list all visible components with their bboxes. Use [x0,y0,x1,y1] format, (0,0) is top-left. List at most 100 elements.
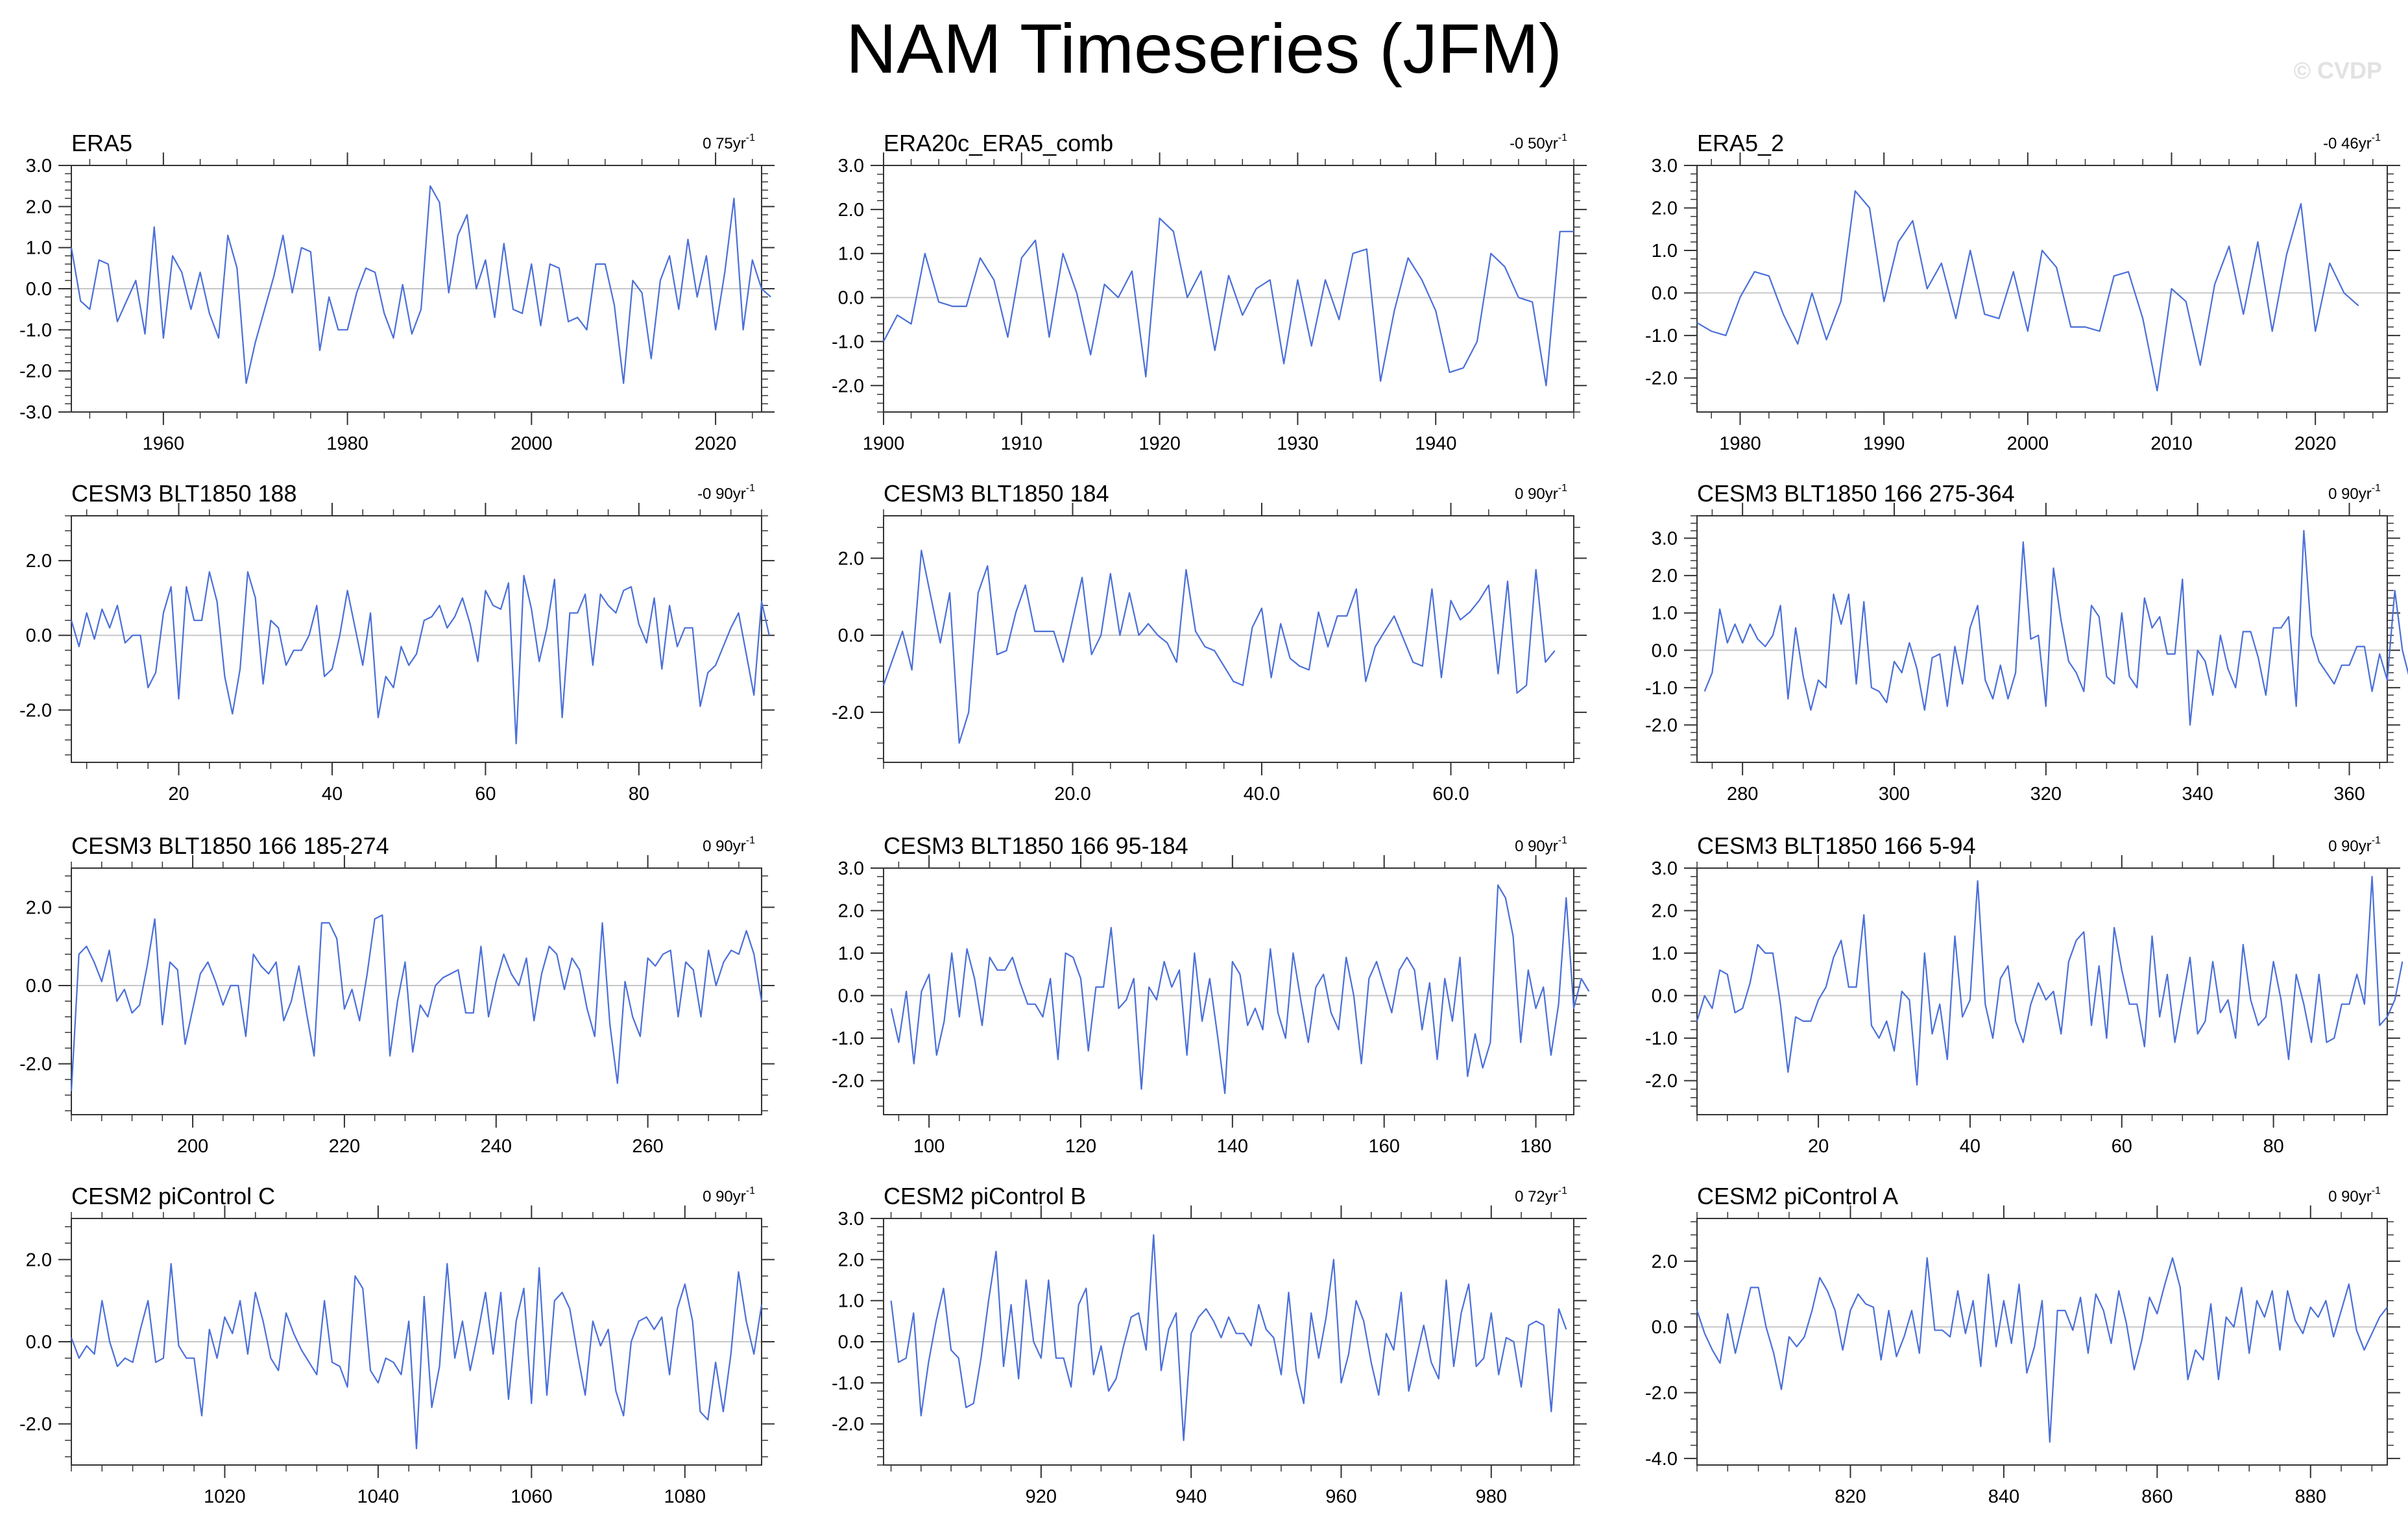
x-tick-label: 1920 [1138,433,1181,454]
x-tick-label: 1080 [664,1486,706,1507]
y-tick-label: 3.0 [838,1209,864,1229]
y-tick-label: 1.0 [1652,603,1678,624]
trend-unit: -1 [2372,1185,2381,1196]
y-tick-label: 2.0 [838,548,864,569]
y-tick-label: 1.0 [838,1291,864,1312]
y-tick-label: 2.0 [1652,901,1678,922]
y-tick-label: -3.0 [19,402,52,423]
trend-unit: -1 [1558,483,1567,494]
panel-3: CESM3 BLT1850 188 -0 90yr-1 -2.0 0.0 2.0 20 40… [19,480,775,805]
panel-title: CESM3 BLT1850 188 [71,480,297,507]
panel-title: CESM3 BLT1850 166 95-184 [884,832,1188,859]
panel-11: CESM2 piControl A 0 90yr-1 -4.0 -2.0 0.0 2.0 8… [1645,1183,2400,1507]
y-tick-label: 0.0 [1652,640,1678,661]
y-tick-label: -1.0 [832,1373,864,1394]
x-tick-label: 2020 [695,433,737,454]
y-tick-label: -2.0 [1645,1071,1678,1092]
trend-unit: -1 [746,483,755,494]
x-tick-label: 60 [475,784,496,805]
x-tick-label: 1040 [357,1486,400,1507]
y-tick-label: -2.0 [832,1071,864,1092]
y-tick-label: 0.0 [26,625,52,646]
x-tick-label: 940 [1175,1486,1207,1507]
series-line [890,884,1590,1095]
panel-2: ERA5_2 -0 46yr-1 -2.0 -1.0 0.0 1.0 2.0 3.0 1980 1… [1645,130,2400,454]
trend-unit: -1 [1558,835,1567,846]
y-tick-label: 0.0 [838,625,864,646]
series-line [1704,529,2408,726]
y-tick-label: -2.0 [19,700,52,721]
y-tick-label: -2.0 [1645,369,1678,389]
panel-title: CESM3 BLT1850 166 185-274 [71,832,389,859]
figure-title: NAM Timeseries (JFM) [846,9,1562,88]
trend-unit: -1 [2372,132,2381,143]
trend-unit: -1 [2372,835,2381,846]
panel-title: ERA5 [71,130,132,156]
panel-1: ERA20c_ERA5_comb -0 50yr-1 -2.0 -1.0 0.0 1.0 2… [832,130,1587,454]
x-tick-label: 960 [1325,1486,1356,1507]
series-line [70,571,770,745]
y-tick-label: -1.0 [19,320,52,341]
x-tick-label: 1960 [143,433,185,454]
y-tick-label: 2.0 [26,897,52,918]
x-tick-label: 180 [1520,1136,1551,1157]
plot-frame [71,515,762,763]
x-tick-label: 1930 [1277,433,1319,454]
y-tick-label: 1.0 [838,244,864,265]
panel-9: CESM2 piControl C 0 90yr-1 -2.0 0.0 2.0 1020 1… [19,1183,775,1507]
x-tick-label: 20 [168,784,189,805]
y-tick-label: -1.0 [832,1028,864,1049]
y-tick-label: 3.0 [26,156,52,176]
trend-label: -0 90yr-1 [697,483,755,503]
x-tick-label: 80 [629,784,649,805]
panel-title: CESM2 piControl C [71,1183,275,1209]
y-tick-label: 0.0 [1652,1317,1678,1338]
x-tick-label: 840 [1988,1486,2019,1507]
x-tick-label: 1910 [1001,433,1043,454]
y-tick-label: 2.0 [1652,199,1678,219]
panel-5: CESM3 BLT1850 166 275-364 0 90yr-1 -2.0 -1.… [1645,480,2408,805]
watermark: © CVDP [2293,57,2382,84]
trend-label: 0 72yr-1 [1515,1185,1567,1205]
y-tick-label: 0.0 [838,986,864,1007]
plot-frame [1696,867,2388,1115]
x-tick-label: 1990 [1863,433,1905,454]
x-tick-label: 60 [2112,1136,2132,1157]
y-tick-label: -2.0 [1645,715,1678,736]
x-tick-label: 880 [2295,1486,2326,1507]
x-tick-label: 200 [177,1136,208,1157]
y-tick-label: 2.0 [1652,566,1678,587]
y-tick-label: 1.0 [1652,241,1678,261]
panel-title: ERA5_2 [1697,130,1784,156]
y-tick-label: -2.0 [19,361,52,382]
series-line [890,1234,1567,1442]
x-tick-label: 1900 [863,433,905,454]
plot-frame [883,867,1574,1115]
x-tick-label: 1060 [511,1486,553,1507]
series-line [882,550,1556,744]
y-tick-label: 3.0 [1652,156,1678,176]
x-tick-label: 40 [322,784,343,805]
y-tick-label: 3.0 [1652,858,1678,879]
series-line [883,217,1574,387]
panel-title: ERA20c_ERA5_comb [884,130,1113,156]
plot-frame [883,165,1574,413]
trend-label: -0 50yr-1 [1510,132,1567,152]
x-tick-label: 240 [481,1136,512,1157]
x-tick-label: 300 [1879,784,1910,805]
plot-frame [1696,165,2388,413]
y-tick-label: 3.0 [838,156,864,176]
y-tick-label: 0.0 [26,976,52,997]
x-tick-label: 2010 [2150,433,2193,454]
x-tick-label: 260 [632,1136,663,1157]
trend-label: 0 75yr-1 [703,132,755,152]
y-tick-label: 0.0 [1652,284,1678,304]
panel-title: CESM2 piControl A [1697,1183,1898,1209]
plot-frame [1696,515,2388,763]
series-line [70,914,763,1091]
trend-unit: -1 [1558,1185,1567,1196]
x-tick-label: 340 [2182,784,2213,805]
x-tick-label: 2000 [2007,433,2049,454]
x-tick-label: 2000 [511,433,553,454]
x-tick-label: 1980 [326,433,368,454]
